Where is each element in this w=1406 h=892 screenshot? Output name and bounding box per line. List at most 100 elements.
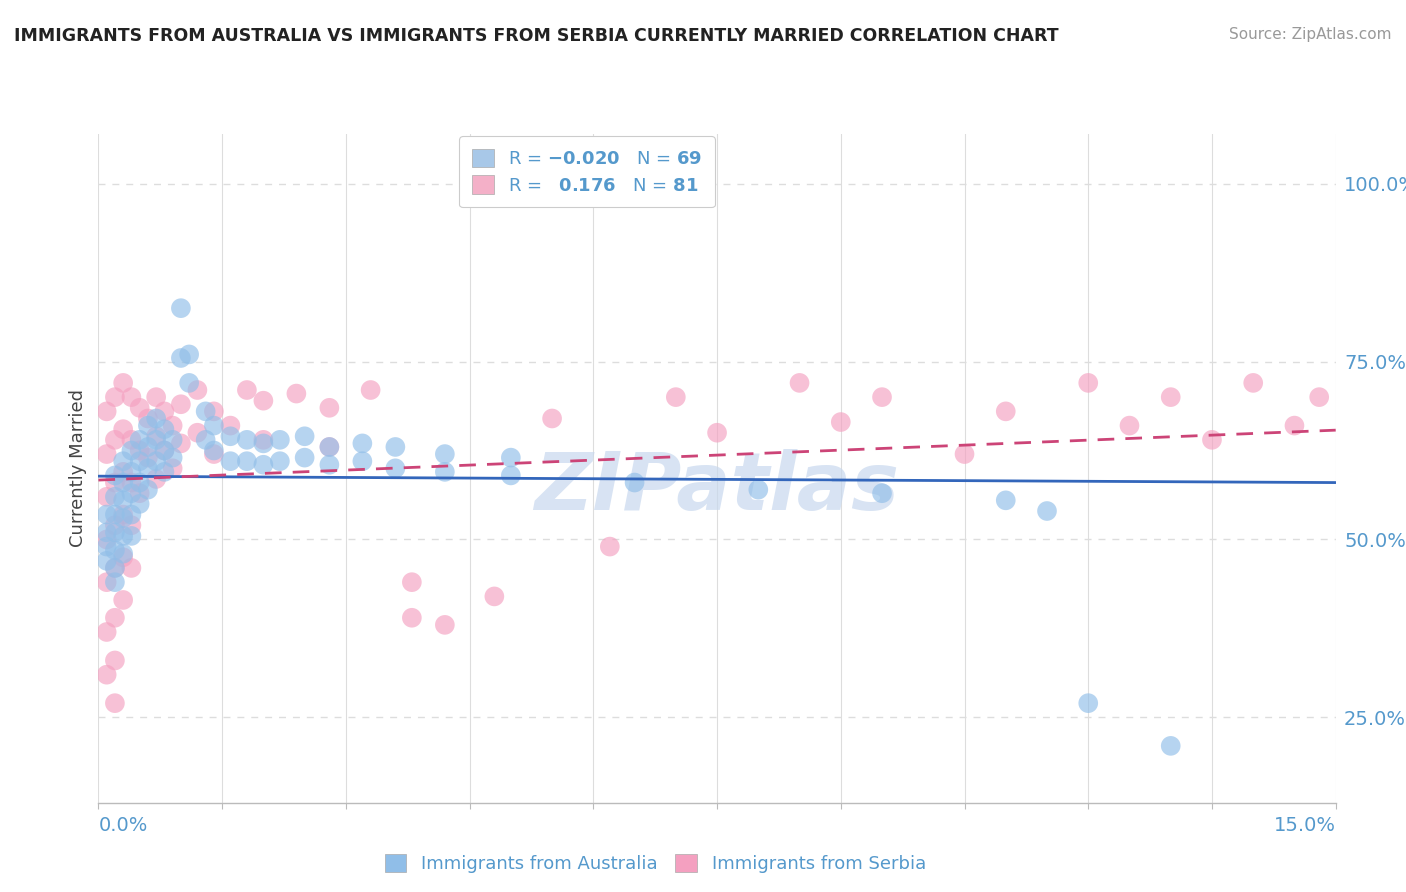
Point — [104, 561, 127, 575]
Point — [120, 486, 142, 500]
Point — [104, 525, 127, 540]
Point — [96, 490, 118, 504]
Point — [96, 525, 118, 540]
Point — [96, 533, 118, 547]
Point — [104, 611, 127, 625]
Point — [665, 390, 688, 404]
Point — [104, 696, 127, 710]
Point — [285, 386, 308, 401]
Point — [789, 376, 811, 390]
Point — [318, 440, 340, 454]
Point — [219, 429, 242, 443]
Point — [112, 547, 135, 561]
Point — [112, 550, 135, 565]
Point — [1284, 418, 1306, 433]
Point — [153, 465, 176, 479]
Point — [179, 376, 201, 390]
Point — [96, 554, 118, 568]
Point — [128, 475, 150, 490]
Point — [352, 454, 374, 468]
Point — [104, 575, 127, 590]
Point — [162, 450, 184, 465]
Point — [145, 472, 167, 486]
Point — [145, 390, 167, 404]
Point — [153, 443, 176, 458]
Point — [104, 475, 127, 490]
Point — [96, 625, 118, 640]
Point — [112, 529, 135, 543]
Point — [236, 454, 259, 468]
Point — [96, 447, 118, 461]
Point — [1201, 433, 1223, 447]
Point — [541, 411, 564, 425]
Text: 15.0%: 15.0% — [1274, 816, 1336, 835]
Point — [433, 447, 456, 461]
Point — [120, 561, 142, 575]
Point — [112, 593, 135, 607]
Point — [401, 611, 423, 625]
Point — [136, 461, 159, 475]
Point — [112, 475, 135, 490]
Point — [145, 429, 167, 443]
Point — [162, 433, 184, 447]
Point — [994, 404, 1017, 418]
Text: 0.0%: 0.0% — [98, 816, 148, 835]
Point — [1160, 390, 1182, 404]
Point — [120, 529, 142, 543]
Point — [170, 301, 193, 315]
Point — [1118, 418, 1140, 433]
Point — [112, 493, 135, 508]
Point — [120, 518, 142, 533]
Point — [120, 508, 142, 522]
Point — [294, 450, 316, 465]
Point — [499, 468, 522, 483]
Point — [128, 486, 150, 500]
Point — [96, 404, 118, 418]
Point — [1036, 504, 1059, 518]
Point — [352, 436, 374, 450]
Point — [202, 404, 225, 418]
Point — [136, 440, 159, 454]
Y-axis label: Currently Married: Currently Married — [69, 389, 87, 548]
Point — [186, 383, 208, 397]
Point — [104, 508, 127, 522]
Point — [360, 383, 382, 397]
Point — [145, 411, 167, 425]
Text: Source: ZipAtlas.com: Source: ZipAtlas.com — [1229, 27, 1392, 42]
Point — [401, 575, 423, 590]
Point — [870, 486, 893, 500]
Point — [994, 493, 1017, 508]
Point — [120, 390, 142, 404]
Point — [104, 518, 127, 533]
Point — [219, 418, 242, 433]
Point — [599, 540, 621, 554]
Point — [112, 422, 135, 436]
Point — [830, 415, 852, 429]
Point — [1241, 376, 1264, 390]
Point — [153, 443, 176, 458]
Point — [433, 465, 456, 479]
Point — [162, 418, 184, 433]
Point — [153, 404, 176, 418]
Point — [112, 508, 135, 522]
Point — [136, 411, 159, 425]
Point — [499, 450, 522, 465]
Point — [104, 490, 127, 504]
Point — [104, 468, 127, 483]
Point — [170, 397, 193, 411]
Point — [96, 508, 118, 522]
Point — [128, 443, 150, 458]
Point — [112, 454, 135, 468]
Point — [104, 653, 127, 667]
Point — [1077, 376, 1099, 390]
Point — [219, 454, 242, 468]
Point — [128, 497, 150, 511]
Point — [1308, 390, 1330, 404]
Point — [104, 433, 127, 447]
Text: ZIPatlas: ZIPatlas — [534, 450, 900, 527]
Point — [269, 454, 291, 468]
Point — [706, 425, 728, 440]
Point — [1077, 696, 1099, 710]
Point — [202, 418, 225, 433]
Point — [136, 483, 159, 497]
